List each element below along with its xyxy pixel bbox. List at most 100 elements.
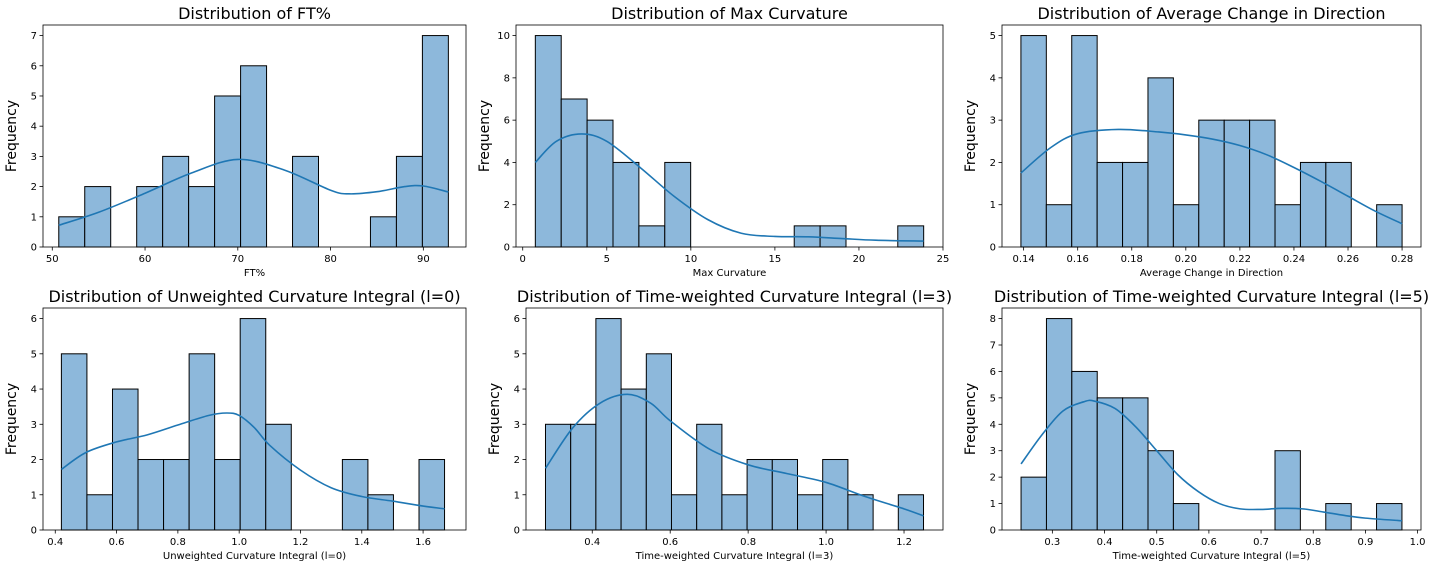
- axes-frame: [1001, 307, 1422, 531]
- x-tick-label: 90: [417, 254, 430, 265]
- chart-title: Distribution of Unweighted Curvature Int…: [48, 287, 460, 306]
- histogram-bar: [1096, 161, 1124, 248]
- kde-line: [1020, 399, 1403, 522]
- y-tick-label: 3: [31, 152, 37, 163]
- y-tick-label: 4: [990, 73, 996, 84]
- histogram-bar: [1045, 204, 1073, 248]
- histogram-bar: [721, 494, 748, 531]
- x-axis-label: Average Change in Direction: [1140, 268, 1283, 279]
- x-tick-label: 0.4: [584, 537, 600, 548]
- x-tick-label: 0.8: [170, 537, 186, 548]
- y-tick-label: 7: [31, 31, 37, 42]
- histogram-bar: [188, 186, 216, 248]
- axes-frame: [42, 24, 467, 248]
- chart-panel-4: 0.4 0.6 0.8 1.0 1.2 1.4 1.6 0 1 2 3 4 5 6 Distribution…: [4, 287, 467, 562]
- x-tick-label: 20: [853, 254, 866, 265]
- bars-group: [1020, 318, 1403, 531]
- x-tick-label: 0.3: [1044, 537, 1060, 548]
- histogram-bar: [1020, 476, 1047, 531]
- y-tick-label: 6: [514, 314, 520, 325]
- x-axis-label: Time-weighted Curvature Integral (l=3): [635, 551, 834, 562]
- y-tick-label: 8: [504, 73, 510, 84]
- x-tick-label: 0.26: [1337, 254, 1359, 265]
- chart-panel-6: 0.3 0.4 0.5 0.6 0.7 0.8 0.9 1.0 0 1 2 3 4 5 6 7 8 Distrib…: [963, 287, 1429, 562]
- y-axis-label: Frequency: [963, 383, 979, 455]
- histogram-bar: [369, 216, 397, 248]
- histogram-bar: [897, 225, 925, 248]
- histogram-bar: [1172, 503, 1200, 531]
- x-axis-label: Time-weighted Curvature Integral (l=5): [1112, 551, 1311, 562]
- x-tick-label: 0.8: [1305, 537, 1321, 548]
- chart-title: Distribution of Time-weighted Curvature …: [517, 287, 952, 306]
- y-tick-label: 0: [990, 526, 996, 537]
- bars-group: [544, 318, 925, 531]
- x-axis-label: Unweighted Curvature Integral (l=0): [163, 551, 346, 562]
- y-tick-label: 6: [504, 116, 510, 127]
- histogram-bar: [214, 459, 241, 531]
- histogram-bar: [86, 494, 113, 531]
- x-tick-label: 1.0: [231, 537, 247, 548]
- y-tick-label: 5: [514, 349, 520, 360]
- chart-panel-5: 0.4 0.6 0.8 1.0 1.2 0 1 2 3 4 5 6 Distribution of Ti…: [487, 287, 952, 562]
- histogram-bar: [136, 186, 164, 248]
- x-tick-label: 0.4: [1097, 537, 1113, 548]
- x-tick-label: 0.7: [1253, 537, 1269, 548]
- y-tick-label: 2: [990, 473, 996, 484]
- axes-frame: [525, 307, 944, 531]
- x-tick-label: 0.4: [47, 537, 63, 548]
- x-axis-label: FT%: [244, 268, 265, 279]
- y-tick-label: 0: [31, 526, 37, 537]
- axes-frame: [1001, 24, 1422, 248]
- histogram-bar: [1274, 204, 1301, 248]
- x-tick-label: 1.0: [1410, 537, 1426, 548]
- histogram-bar: [418, 459, 446, 531]
- y-tick-label: 6: [31, 61, 37, 72]
- histogram-bar: [1172, 204, 1200, 248]
- y-tick-label: 0: [990, 243, 996, 254]
- histogram-bar: [620, 388, 647, 531]
- chart-panel-3: 0.14 0.16 0.18 0.20 0.22 0.24 0.26 0.28 0 1 2 3 4 5 Di…: [963, 4, 1422, 279]
- y-tick-label: 0: [514, 526, 520, 537]
- y-axis-label: Frequency: [477, 100, 493, 172]
- axes-frame: [42, 307, 467, 531]
- y-tick-label: 5: [990, 393, 996, 404]
- y-tick-label: 5: [31, 91, 37, 102]
- y-tick-label: 4: [31, 122, 37, 133]
- x-tick-label: 1.6: [415, 537, 431, 548]
- x-tick-label: 60: [139, 254, 152, 265]
- y-axis-label: Frequency: [4, 100, 20, 172]
- y-tick-label: 4: [504, 158, 510, 169]
- y-tick-label: 4: [514, 385, 520, 396]
- histogram-bar: [265, 423, 292, 531]
- x-tick-label: 1.4: [354, 537, 370, 548]
- y-tick-label: 4: [31, 385, 37, 396]
- chart-title: Distribution of Average Change in Direct…: [1037, 4, 1385, 23]
- y-tick-label: 1: [990, 499, 996, 510]
- y-tick-label: 5: [990, 31, 996, 42]
- x-tick-label: 0.28: [1391, 254, 1413, 265]
- bars-group: [534, 35, 925, 248]
- histogram-bar: [822, 459, 849, 531]
- chart-panel-2: 0 5 10 15 20 25 0 2 4 6 8 10 Distribution of Max Cur…: [477, 4, 949, 279]
- y-tick-label: 2: [504, 200, 510, 211]
- histogram-bar: [1325, 161, 1352, 248]
- y-tick-label: 6: [31, 314, 37, 325]
- x-tick-label: 0.18: [1121, 254, 1143, 265]
- x-tick-label: 0.9: [1357, 537, 1373, 548]
- histogram-bar: [421, 35, 449, 248]
- y-tick-label: 2: [514, 455, 520, 466]
- y-tick-label: 1: [514, 490, 520, 501]
- histogram-bar: [188, 353, 216, 531]
- x-axis-label: Max Curvature: [693, 268, 767, 279]
- y-tick-label: 0: [504, 243, 510, 254]
- histogram-bar: [664, 161, 692, 248]
- x-tick-label: 0.20: [1175, 254, 1197, 265]
- y-tick-label: 6: [990, 367, 996, 378]
- y-axis-label: Frequency: [963, 100, 979, 172]
- histogram-bar: [240, 65, 268, 248]
- x-tick-label: 0.6: [1201, 537, 1217, 548]
- histogram-bar: [1299, 161, 1327, 248]
- histogram-bar: [137, 459, 165, 531]
